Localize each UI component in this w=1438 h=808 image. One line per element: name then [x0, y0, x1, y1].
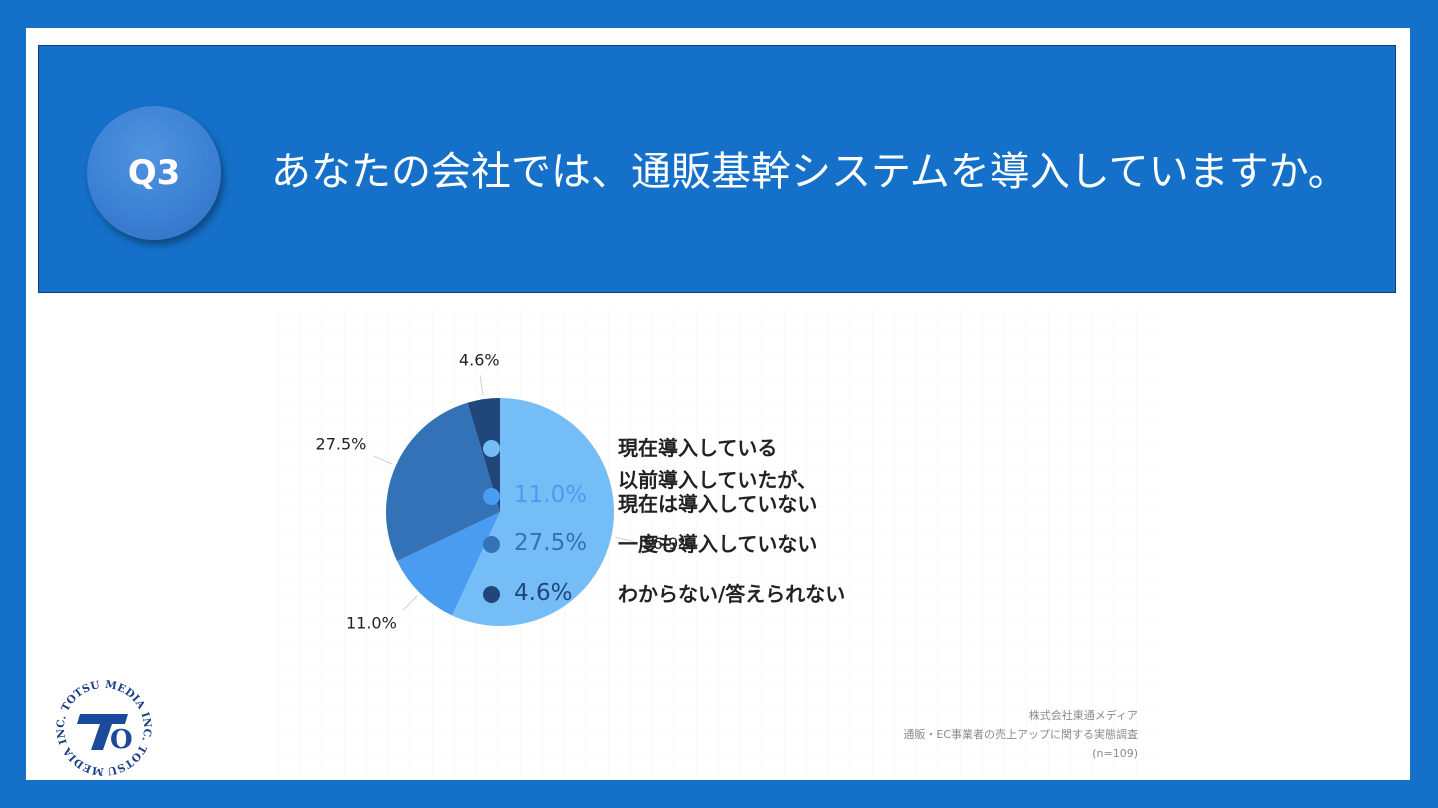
pie-slice	[397, 512, 500, 616]
source-company: 株式会社東通メディア	[1028, 709, 1138, 722]
source-sample-size: (n=109)	[1092, 747, 1138, 760]
legend-dot	[483, 586, 500, 603]
logo-mark-shape	[77, 714, 128, 750]
pie-chart: 56.9% 11.0% 27.5% 4.6%	[316, 351, 694, 633]
slide: Q3 あなたの会社では、通販基幹システムを導入していますか。 56.9% 11.0…	[26, 28, 1410, 780]
legend-dot	[483, 536, 500, 553]
slice-value-label: 56.9%	[643, 534, 694, 553]
legend-dot	[483, 488, 500, 505]
legend-percent: 11.0%	[514, 482, 588, 508]
leader-line	[479, 375, 484, 396]
logo-mark-text: O	[110, 725, 133, 755]
legend-label: 一度も導入していない	[618, 532, 818, 556]
question-text: あなたの会社では、通販基幹システムを導入していますか。	[271, 149, 1348, 195]
legend-label-line: 以前導入していたが、	[618, 468, 817, 492]
source-survey: 通販・EC事業者の売上アップに関する実態調査	[903, 728, 1138, 741]
question-number-badge: Q3	[87, 106, 221, 240]
legend-label: 現在導入している	[618, 436, 778, 460]
slice-value-label: 27.5%	[316, 435, 367, 454]
leader-line	[402, 595, 418, 611]
legend-percent: 27.5%	[514, 530, 588, 556]
question-banner: Q3 あなたの会社では、通販基幹システムを導入していますか。	[38, 45, 1396, 293]
leader-line	[373, 455, 393, 465]
pie-slice	[452, 398, 614, 626]
legend-percent: 56.9%	[514, 434, 588, 460]
totsu-media-logo: MEDIA INC. TOTSU MEDIA INC. TOTSU O	[55, 679, 153, 776]
leader-line	[615, 536, 635, 543]
source-note: 株式会社東通メディア 通販・EC事業者の売上アップに関する実態調査 (n=109…	[903, 706, 1138, 763]
slice-value-label: 11.0%	[346, 613, 397, 632]
pie-slice	[467, 398, 500, 512]
legend-percent: 4.6%	[514, 580, 573, 606]
pie-slice	[386, 402, 500, 562]
legend-label-line: 現在は導入していない	[618, 492, 818, 516]
legend: 56.9% 現在導入している 11.0% 以前導入していたが、 現在は導入してい…	[478, 434, 938, 634]
legend-label: 以前導入していたが、 現在は導入していない	[618, 468, 817, 516]
slice-value-label: 4.6%	[459, 351, 500, 370]
legend-dot	[483, 440, 500, 457]
legend-label: わからない/答えられない	[618, 582, 846, 606]
